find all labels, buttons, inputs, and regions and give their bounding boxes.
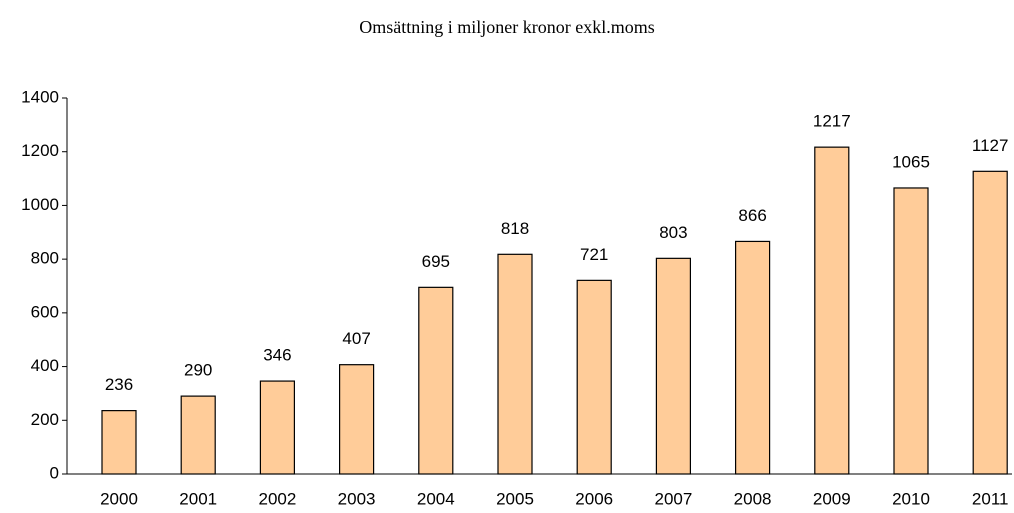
data-label: 1065 (892, 152, 930, 171)
bar (814, 146, 850, 475)
data-label: 290 (184, 361, 212, 380)
bar (576, 279, 612, 475)
data-label: 818 (501, 219, 529, 238)
y-tick-label: 1000 (21, 195, 59, 214)
x-tick-label: 2005 (496, 489, 534, 508)
x-tick-label: 2007 (654, 489, 692, 508)
y-tick-label: 400 (31, 356, 59, 375)
bar (180, 395, 216, 475)
y-tick-label: 600 (31, 302, 59, 321)
data-label: 1127 (972, 136, 1009, 155)
x-tick-label: 2002 (258, 489, 296, 508)
y-tick-label: 1200 (21, 141, 59, 160)
data-label: 1217 (813, 112, 851, 131)
y-tick-label: 200 (31, 410, 59, 429)
bar (734, 240, 771, 475)
bar (972, 170, 1008, 475)
x-tick-label: 2001 (179, 489, 217, 508)
bar (655, 257, 692, 475)
bar (101, 410, 137, 475)
x-tick-label: 2009 (813, 489, 851, 508)
data-label: 866 (738, 206, 766, 225)
bar (259, 380, 295, 475)
bar (339, 364, 375, 475)
data-label: 346 (263, 346, 291, 365)
bar (497, 253, 533, 475)
y-tick-label: 1400 (21, 87, 59, 106)
data-label: 803 (659, 223, 687, 242)
x-tick-label: 2006 (575, 489, 613, 508)
data-label: 695 (422, 252, 450, 271)
x-tick-label: 2011 (972, 489, 1009, 508)
bar (893, 187, 929, 475)
chart-title: Omsättning i miljoner kronor exkl.moms (359, 17, 654, 37)
y-tick-label: 800 (31, 249, 59, 268)
x-tick-label: 2008 (734, 489, 772, 508)
x-tick-label: 2004 (417, 489, 455, 508)
data-label: 721 (580, 245, 608, 264)
bar (418, 286, 454, 475)
x-tick-label: 2003 (338, 489, 376, 508)
y-tick-label: 0 (50, 463, 59, 482)
data-label: 407 (342, 329, 370, 348)
x-tick-label: 2010 (892, 489, 930, 508)
data-label: 236 (105, 375, 133, 394)
x-tick-label: 2000 (100, 489, 138, 508)
